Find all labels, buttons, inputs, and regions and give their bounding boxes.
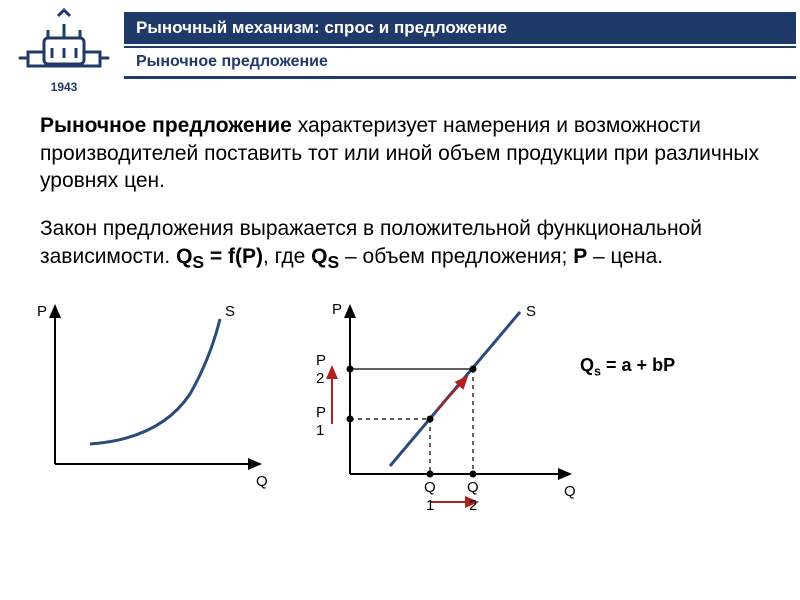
svg-text:P: P — [37, 303, 47, 320]
svg-text:P: P — [316, 352, 326, 369]
definition-paragraph: Рыночное предложение характеризует намер… — [40, 112, 768, 195]
supply-curve-chart: P Q S — [20, 294, 280, 509]
svg-text:S: S — [225, 303, 235, 320]
svg-text:Q: Q — [564, 483, 576, 500]
page-subheader: Рыночное предложение — [124, 46, 796, 79]
university-logo-icon — [14, 8, 114, 78]
svg-text:1: 1 — [426, 497, 434, 514]
svg-text:P: P — [316, 404, 326, 421]
svg-text:2: 2 — [469, 497, 477, 514]
chart1-svg: P Q S — [20, 294, 280, 504]
logo: 1943 — [4, 8, 124, 94]
svg-text:Q: Q — [424, 479, 436, 496]
logo-year: 1943 — [51, 80, 78, 94]
linear-supply-chart: PQSP2P1Q1Q2 Qs = a + bP — [310, 294, 620, 519]
svg-text:1: 1 — [316, 422, 324, 439]
svg-text:S: S — [526, 303, 536, 320]
svg-text:Q: Q — [467, 479, 479, 496]
supply-formula: Qs = a + bP — [580, 354, 690, 380]
page-header: Рыночный механизм: спрос и предложение — [124, 12, 796, 46]
svg-text:2: 2 — [316, 370, 324, 387]
chart2-svg: PQSP2P1Q1Q2 — [310, 294, 620, 514]
svg-text:Q: Q — [256, 473, 268, 490]
law-paragraph: Закон предложения выражается в положител… — [40, 215, 768, 274]
definition-term: Рыночное предложение — [40, 114, 292, 137]
svg-text:P: P — [332, 301, 342, 318]
